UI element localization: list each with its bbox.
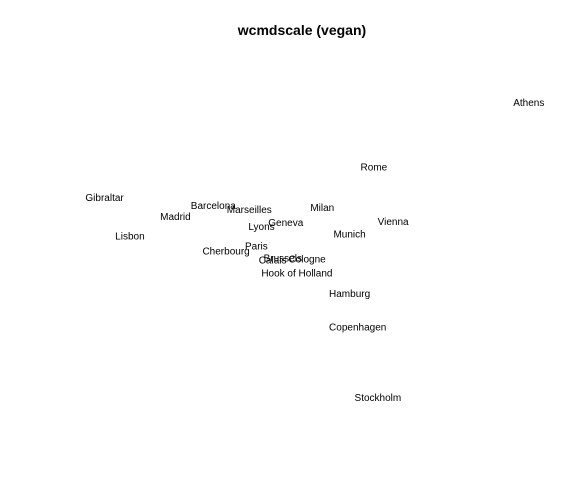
point-label: Cologne [288,255,326,266]
point-label: Copenhagen [329,322,386,333]
point-label: Vienna [378,217,409,228]
point-label: Gibraltar [85,193,124,204]
point-label: Cherbourg [202,247,249,258]
point-label: Hook of Holland [261,269,332,280]
point-label: Lyons [248,222,274,233]
point-label: Marseilles [227,205,272,216]
point-label: Rome [361,163,388,174]
point-label: Madrid [160,212,191,223]
chart-title: wcmdscale (vegan) [237,22,366,38]
point-label: Barcelona [191,201,236,212]
point-label: Milan [310,203,334,214]
point-label: Paris [245,241,268,252]
point-label: Athens [513,98,544,109]
point-label: Hamburg [329,289,370,300]
point-label: Geneva [268,218,303,229]
point-label: Stockholm [355,393,402,404]
point-label: Munich [333,229,365,240]
point-label: Lisbon [115,231,144,242]
point-label: Calais [259,256,287,267]
point-label: Brussels [264,254,302,265]
